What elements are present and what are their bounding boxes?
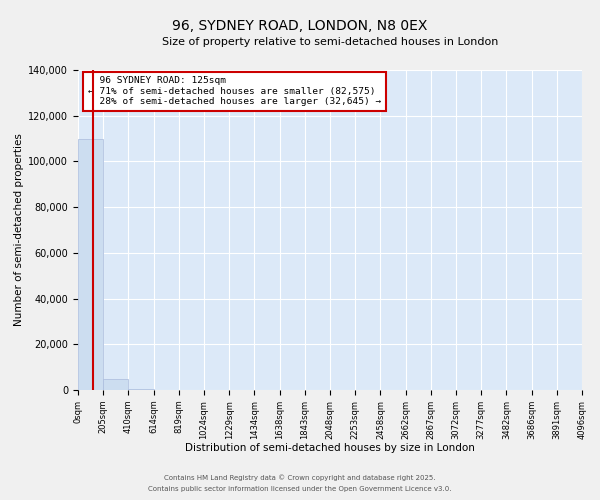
Y-axis label: Number of semi-detached properties: Number of semi-detached properties — [14, 134, 24, 326]
Text: Contains HM Land Registry data © Crown copyright and database right 2025.: Contains HM Land Registry data © Crown c… — [164, 474, 436, 481]
Text: Contains public sector information licensed under the Open Government Licence v3: Contains public sector information licen… — [148, 486, 452, 492]
X-axis label: Distribution of semi-detached houses by size in London: Distribution of semi-detached houses by … — [185, 444, 475, 454]
Title: Size of property relative to semi-detached houses in London: Size of property relative to semi-detach… — [162, 37, 498, 47]
Bar — [103, 378, 128, 390]
Bar — [78, 138, 103, 390]
Text: 96, SYDNEY ROAD, LONDON, N8 0EX: 96, SYDNEY ROAD, LONDON, N8 0EX — [172, 18, 428, 32]
Text: 96 SYDNEY ROAD: 125sqm  
← 71% of semi-detached houses are smaller (82,575)
  28: 96 SYDNEY ROAD: 125sqm ← 71% of semi-det… — [88, 76, 382, 106]
Bar — [128, 389, 154, 390]
